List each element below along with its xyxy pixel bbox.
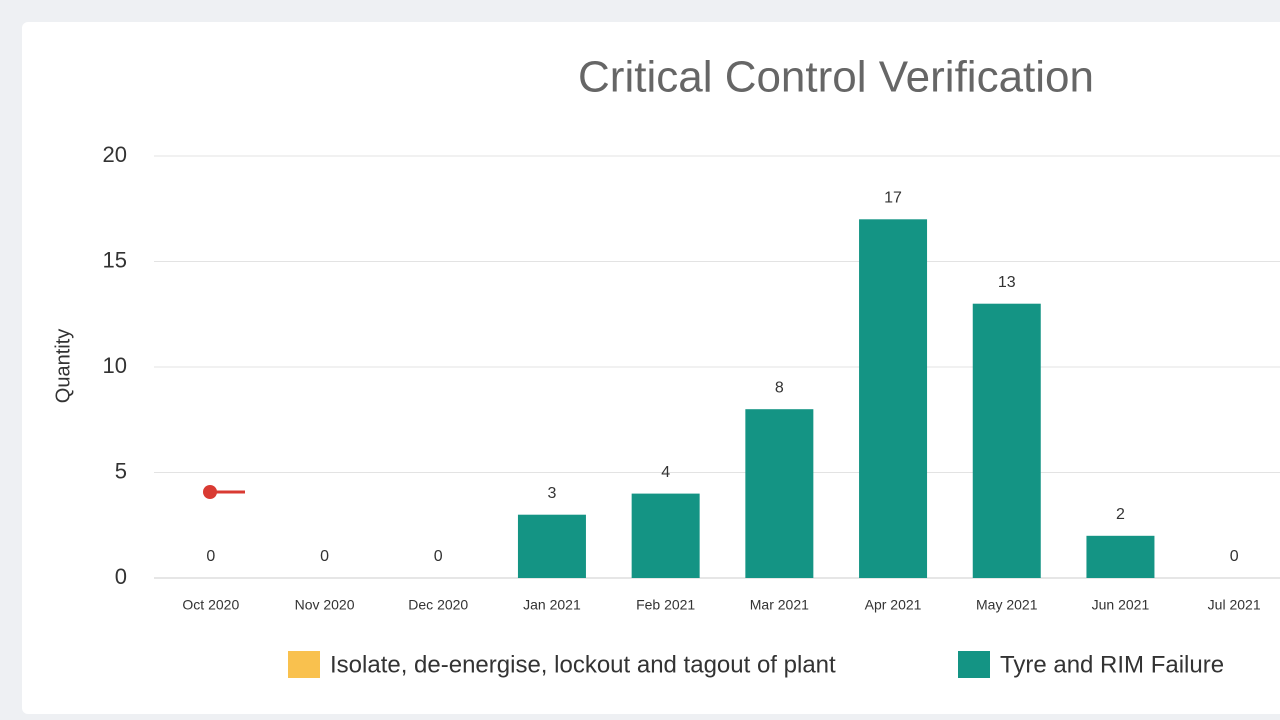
chart-card <box>22 22 1280 714</box>
x-tick-label: Jul 2021 <box>1208 597 1261 613</box>
chart-title: Critical Control Verification <box>578 53 1094 102</box>
y-tick-label: 0 <box>115 564 127 589</box>
x-tick-label: Jun 2021 <box>1092 597 1150 613</box>
bar <box>631 493 700 578</box>
bar <box>859 219 928 579</box>
bar <box>1086 535 1155 578</box>
data-label: 0 <box>320 548 329 565</box>
legend-swatch <box>958 651 990 678</box>
data-label: 0 <box>1230 548 1239 565</box>
y-tick-label: 20 <box>103 142 127 167</box>
x-tick-label: Nov 2020 <box>295 597 355 613</box>
data-label: 0 <box>206 548 215 565</box>
hover-dot <box>203 485 217 499</box>
y-tick-label: 5 <box>115 458 127 483</box>
x-tick-label: May 2021 <box>976 597 1038 613</box>
data-label: 3 <box>547 485 556 502</box>
x-tick-label: Dec 2020 <box>408 597 468 613</box>
x-tick-label: Apr 2021 <box>865 597 922 613</box>
data-label: 4 <box>661 464 670 481</box>
data-label: 13 <box>998 274 1016 291</box>
legend-swatch <box>288 651 320 678</box>
x-tick-label: Mar 2021 <box>750 597 809 613</box>
legend-label: Isolate, de-energise, lockout and tagout… <box>330 651 836 678</box>
x-tick-label: Feb 2021 <box>636 597 695 613</box>
y-axis-title: Quantity <box>52 329 74 403</box>
data-label: 0 <box>434 548 443 565</box>
y-tick-label: 10 <box>103 353 127 378</box>
data-label: 17 <box>884 190 902 207</box>
bar <box>517 514 586 578</box>
x-tick-label: Jan 2021 <box>523 597 581 613</box>
data-label: 8 <box>775 379 784 396</box>
bar <box>972 303 1041 578</box>
legend-label: Tyre and RIM Failure <box>1000 651 1224 678</box>
x-tick-label: Oct 2020 <box>182 597 239 613</box>
data-label: 2 <box>1116 506 1125 523</box>
hover-marker <box>203 485 245 499</box>
bar <box>745 409 814 578</box>
y-tick-label: 15 <box>103 247 127 272</box>
